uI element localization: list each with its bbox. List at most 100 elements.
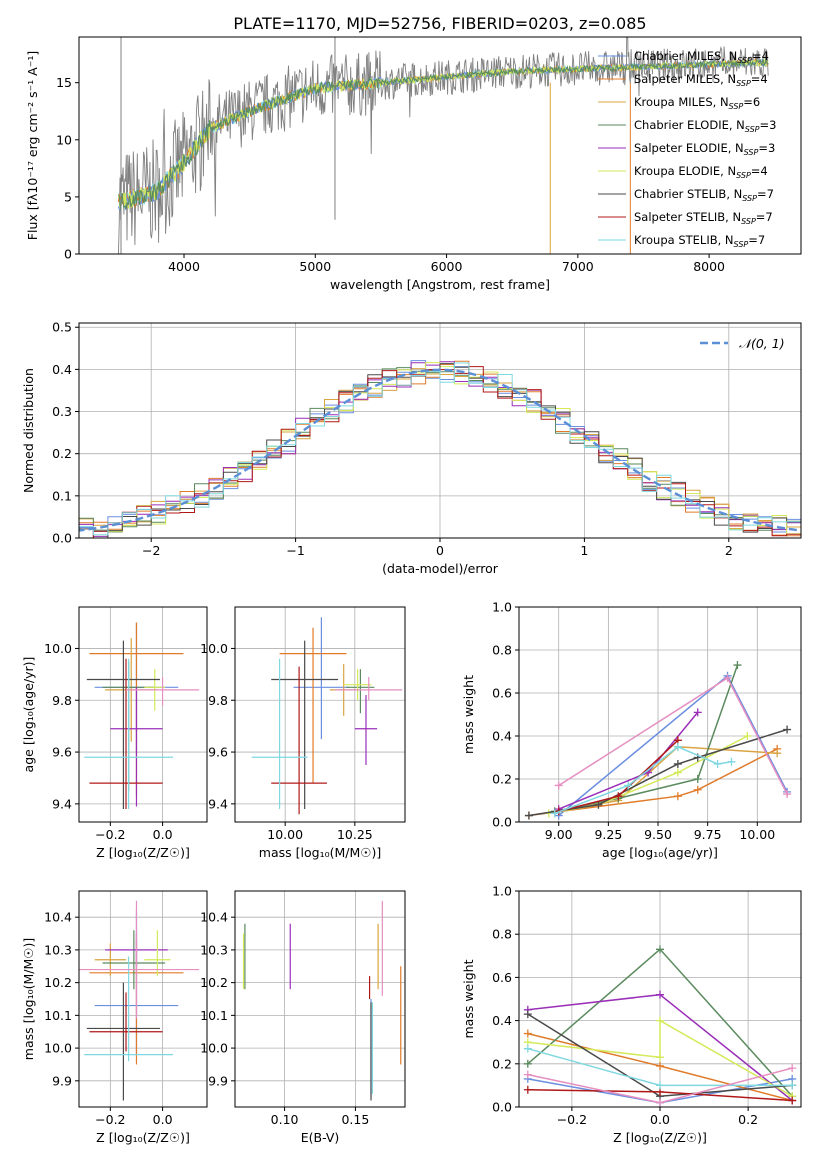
y-axis-label: age [log₁₀(age/yr)] [21, 657, 36, 773]
x-axis-label: (data-model)/error [382, 561, 499, 576]
weight-marker-5-0 [523, 1010, 532, 1019]
weight-marker-2-0 [523, 1059, 532, 1068]
x-tick-label-0: −0.2 [557, 1112, 587, 1127]
x-tick-label-0: 10.00 [267, 827, 303, 842]
y-tick-label-3: 15 [56, 75, 72, 90]
x-tick-label-1: 0.0 [153, 1112, 173, 1127]
legend-entry-4: Salpeter ELODIE, NSSP=3 [634, 141, 775, 157]
y-tick-label-0: 0.0 [492, 1100, 512, 1115]
errorbar-point-8 [84, 956, 174, 1062]
y-tick-label-5: 1.0 [492, 884, 512, 899]
weight-marker-1-2 [693, 785, 702, 794]
errorbar-point-4 [354, 695, 378, 766]
weight-vs-Z-panel: −0.2 0.0 0.2 0.0 0.2 0.4 0.6 0.8 1.0 Z [log₁₀(Z/Z… [461, 884, 802, 1145]
x-tick-label-0: −0.2 [95, 1112, 125, 1127]
axes-frame [78, 606, 208, 823]
errorbar-point-6 [86, 982, 160, 1101]
weight-marker-6-4 [783, 725, 792, 734]
gaussian-curve [79, 368, 801, 532]
x-tick-label-1: 0.0 [153, 827, 173, 842]
y-tick-label-2: 9.8 [208, 693, 228, 708]
weight-marker-3-1 [656, 990, 664, 999]
x-tick-label-3: 1 [580, 543, 588, 558]
x-tick-label-1: 0.15 [341, 1112, 369, 1127]
weight-marker-6-0 [524, 811, 533, 820]
x-tick-label-1: 0.0 [650, 1112, 670, 1127]
errorbar-point-1 [279, 627, 347, 784]
mass-vs-Z-panel: −0.2 0.0 9.9 10.0 10.1 10.2 10.3 10.4 Z [log₁₀(Z… [21, 890, 208, 1145]
residuals-panel: −2 −1 0 1 2 0.0 0.1 0.2 0.3 0.4 0.5 (data-model)/er… [21, 320, 802, 576]
weight-marker-5-2 [673, 768, 682, 777]
y-tick-label-1: 0.2 [492, 772, 512, 787]
errorbar-point-9 [79, 900, 200, 1019]
errorbar-point-3 [346, 669, 375, 714]
y-tick-label-4: 0.8 [492, 643, 512, 658]
x-tick-label-2: 0 [436, 543, 444, 558]
weight-marker-6-2 [788, 1096, 797, 1105]
weight-marker-3-3 [733, 661, 742, 670]
legend-entry-2: Kroupa MILES, NSSP=6 [634, 95, 760, 111]
weight-marker-8-2 [673, 742, 682, 751]
hist-plot-area [79, 360, 801, 538]
x-tick-label-3: 7000 [562, 259, 594, 274]
y-tick-label-1: 9.6 [208, 745, 228, 760]
y-tick-label-4: 0.8 [492, 927, 512, 942]
errorbar-point-7 [89, 992, 163, 1052]
weight-marker-6-1 [594, 800, 603, 809]
y-axis-label: mass weight [461, 959, 476, 1038]
x-tick-label-4: 10.00 [739, 827, 775, 842]
x-tick-label-0: −2 [142, 543, 160, 558]
axes-frame [78, 36, 802, 255]
legend-entry-8: Kroupa STELIB, NSSP=7 [634, 233, 765, 249]
y-tick-label-0: 9.9 [52, 1073, 72, 1088]
errorbar-plot-area [79, 900, 200, 1101]
weight-series-4 [558, 711, 699, 810]
x-tick-label-4: 8000 [693, 259, 725, 274]
y-tick-label-0: 0 [64, 247, 72, 262]
errorbar-point-3 [102, 930, 166, 990]
errorbar-point-5 [144, 930, 171, 977]
x-axis-label: Z [log₁₀(Z/Z☉)] [96, 1130, 190, 1145]
x-axis-label: Z [log₁₀(Z/Z☉)] [96, 845, 190, 860]
y-tick-label-4: 0.4 [52, 362, 72, 377]
weight-marker-8-3 [713, 759, 722, 768]
weight-marker-6-2 [673, 759, 682, 768]
y-tick-label-4: 10.3 [44, 942, 72, 957]
errorbar-point-7 [271, 666, 327, 815]
errorbar-point-9 [126, 676, 200, 706]
weight-series-1 [528, 748, 778, 817]
x-tick-label-1: 5000 [299, 259, 331, 274]
y-tick-label-5: 10.4 [44, 910, 72, 925]
errorbar-point-5 [343, 669, 372, 701]
y-tick-label-3: 10.2 [44, 975, 72, 990]
age-vs-Z-panel: −0.2 0.0 9.4 9.6 9.8 10.0 Z [log₁₀(Z/Z☉)] age [… [21, 606, 208, 860]
weight-series-4 [527, 1019, 793, 1097]
errorbar-plot-area [251, 617, 403, 815]
y-tick-label-4: 10.3 [200, 942, 228, 957]
x-tick-label-3: 9.75 [694, 827, 722, 842]
y-tick-label-0: 0.0 [52, 531, 72, 546]
x-axis-label: Z [log₁₀(Z/Z☉)] [613, 1130, 707, 1145]
y-tick-label-1: 9.6 [52, 745, 72, 760]
errorbar-point-2 [94, 943, 127, 977]
errorbar-point-6 [271, 640, 339, 810]
x-tick-label-0: −0.2 [95, 827, 125, 842]
y-tick-label-1: 10.0 [200, 1041, 228, 1056]
y-tick-label-3: 0.6 [492, 970, 512, 985]
weight-marker-3-2 [693, 775, 702, 783]
y-axis-label: Flux [fλ10⁻¹⁷ erg cm⁻² s⁻¹ A⁻¹] [25, 51, 40, 240]
weight-marker-5-3 [743, 732, 752, 740]
weight-marker-4-2 [656, 1016, 664, 1025]
y-tick-label-3: 10.0 [200, 641, 228, 656]
errorbar-point-7 [89, 658, 163, 810]
weight-marker-2-3 [773, 749, 782, 758]
errorbar-plot-area [84, 622, 200, 810]
spectrum-line-5 [118, 57, 769, 211]
y-tick-label-0: 9.4 [52, 796, 72, 811]
x-tick-label-0: 9.00 [545, 827, 573, 842]
weight-marker-7-2 [788, 1081, 797, 1090]
x-axis-label: mass [log₁₀(M/M☉)] [259, 845, 381, 860]
x-tick-label-0: 0.10 [271, 1112, 299, 1127]
weight-plot-area [523, 945, 797, 1107]
axes-frame [518, 606, 802, 823]
